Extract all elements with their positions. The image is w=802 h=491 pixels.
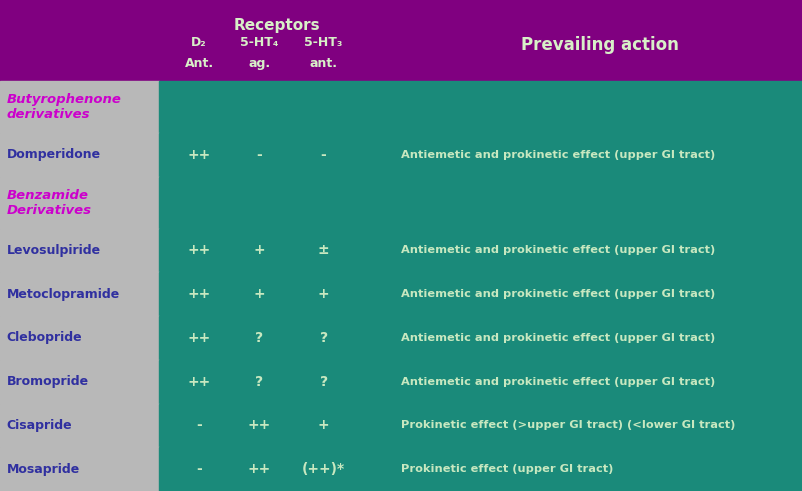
Text: Receptors: Receptors	[234, 19, 320, 33]
Bar	[159, 177, 802, 228]
Text: ?: ?	[255, 375, 263, 389]
Text: ++: ++	[248, 418, 270, 433]
Text: Clebopride: Clebopride	[6, 331, 82, 344]
Text: ++: ++	[188, 148, 210, 162]
Bar	[159, 272, 802, 316]
Text: Bromopride: Bromopride	[6, 375, 88, 388]
Text: +: +	[253, 287, 265, 301]
Bar	[0, 133, 159, 177]
Text: Metoclopramide: Metoclopramide	[6, 288, 119, 300]
Text: Prokinetic effect (upper GI tract): Prokinetic effect (upper GI tract)	[401, 464, 613, 474]
Bar	[0, 316, 159, 360]
Text: ag.: ag.	[248, 56, 270, 70]
Text: +: +	[253, 244, 265, 257]
Bar	[0, 404, 159, 447]
Text: Antiemetic and prokinetic effect (upper GI tract): Antiemetic and prokinetic effect (upper …	[401, 150, 715, 160]
Text: Domperidone: Domperidone	[6, 148, 100, 161]
Text: ++: ++	[248, 462, 270, 476]
Bar	[159, 404, 802, 447]
Text: Prokinetic effect (>upper GI tract) (<lower GI tract): Prokinetic effect (>upper GI tract) (<lo…	[401, 420, 735, 431]
Text: -: -	[256, 148, 262, 162]
Text: 5-HT₄: 5-HT₄	[240, 36, 278, 49]
Text: Benzamide
Derivatives: Benzamide Derivatives	[6, 189, 91, 217]
Text: Butyrophenone
derivatives: Butyrophenone derivatives	[6, 93, 121, 121]
Text: D₂: D₂	[191, 36, 207, 49]
Text: (++)*: (++)*	[302, 462, 345, 476]
Bar	[159, 228, 802, 272]
Text: ++: ++	[188, 375, 210, 389]
Bar	[159, 81, 802, 133]
Bar	[0, 272, 159, 316]
Text: ?: ?	[319, 375, 327, 389]
Text: Prevailing action: Prevailing action	[520, 35, 678, 54]
Text: ±: ±	[318, 244, 329, 257]
Text: +: +	[318, 287, 329, 301]
Bar	[159, 316, 802, 360]
Bar	[159, 447, 802, 491]
Text: ++: ++	[188, 331, 210, 345]
Text: Levosulpiride: Levosulpiride	[6, 244, 100, 257]
Text: +: +	[318, 418, 329, 433]
Bar	[0, 447, 159, 491]
Text: -: -	[196, 418, 202, 433]
Text: ++: ++	[188, 244, 210, 257]
Text: Antiemetic and prokinetic effect (upper GI tract): Antiemetic and prokinetic effect (upper …	[401, 333, 715, 343]
Text: ant.: ant.	[310, 56, 337, 70]
Text: Mosapride: Mosapride	[6, 463, 79, 476]
Text: -: -	[196, 462, 202, 476]
Text: ?: ?	[255, 331, 263, 345]
Bar	[0, 81, 159, 133]
Text: -: -	[320, 148, 326, 162]
Text: Antiemetic and prokinetic effect (upper GI tract): Antiemetic and prokinetic effect (upper …	[401, 377, 715, 386]
Bar	[0, 177, 159, 228]
Text: Ant.: Ant.	[184, 56, 213, 70]
Text: Antiemetic and prokinetic effect (upper GI tract): Antiemetic and prokinetic effect (upper …	[401, 289, 715, 299]
Text: ++: ++	[188, 287, 210, 301]
Bar	[159, 360, 802, 404]
Text: ?: ?	[319, 331, 327, 345]
Text: Antiemetic and prokinetic effect (upper GI tract): Antiemetic and prokinetic effect (upper …	[401, 246, 715, 255]
Bar	[0, 360, 159, 404]
Bar	[159, 133, 802, 177]
Bar	[0, 228, 159, 272]
Text: 5-HT₃: 5-HT₃	[304, 36, 342, 49]
Text: Cisapride: Cisapride	[6, 419, 72, 432]
